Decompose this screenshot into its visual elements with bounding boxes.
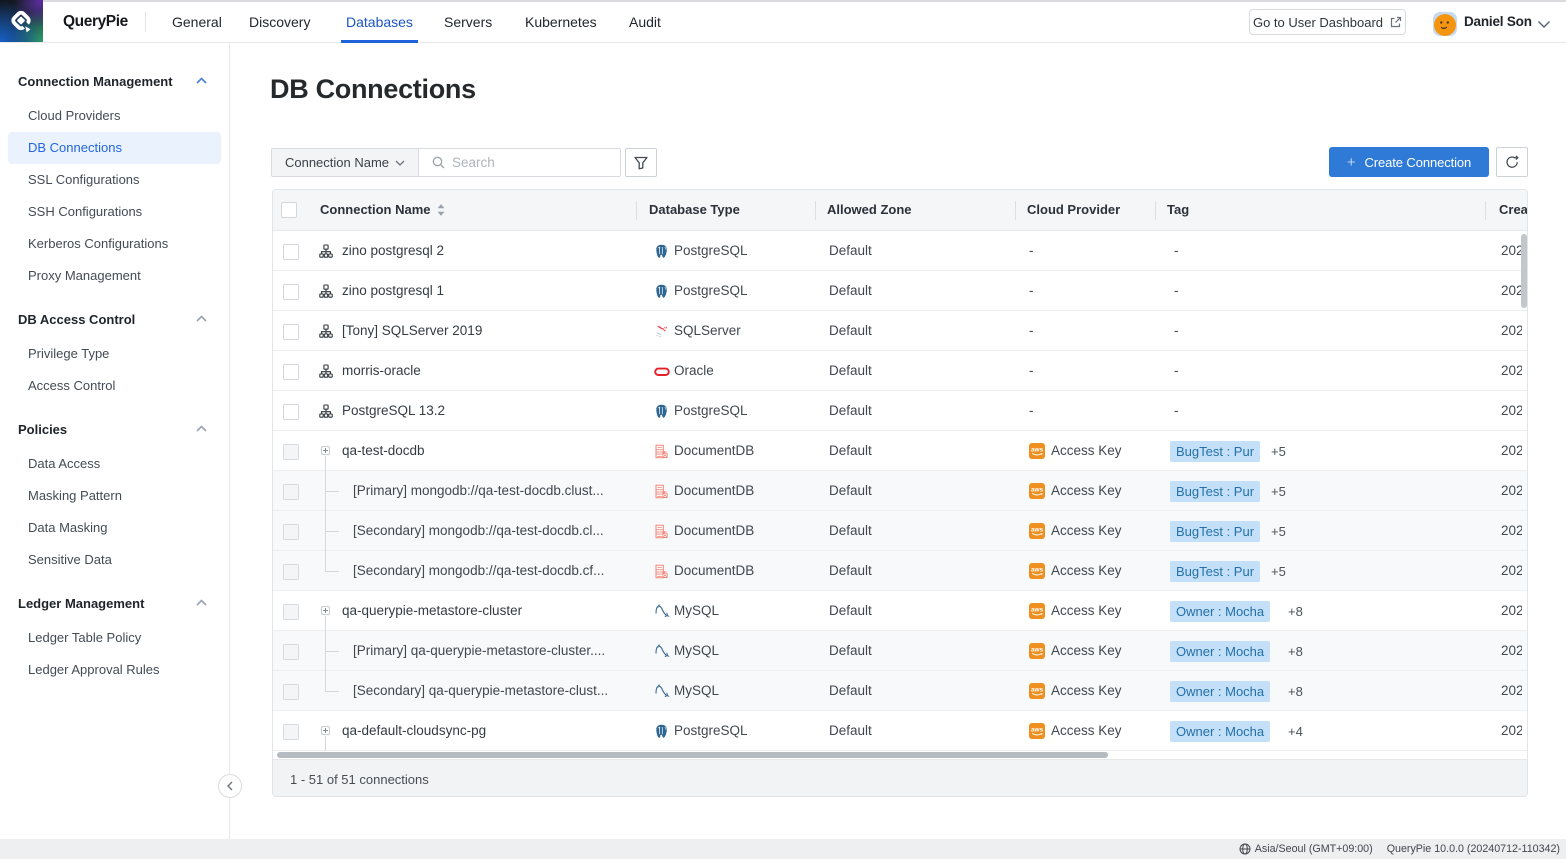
svg-text:aws: aws bbox=[1031, 727, 1044, 734]
svg-text:aws: aws bbox=[1031, 567, 1044, 574]
svg-text:aws: aws bbox=[1031, 647, 1044, 654]
svg-text:aws: aws bbox=[1031, 687, 1044, 694]
svg-text:aws: aws bbox=[1031, 487, 1044, 494]
svg-text:aws: aws bbox=[1031, 527, 1044, 534]
svg-text:aws: aws bbox=[1031, 607, 1044, 614]
svg-text:aws: aws bbox=[1031, 447, 1044, 454]
